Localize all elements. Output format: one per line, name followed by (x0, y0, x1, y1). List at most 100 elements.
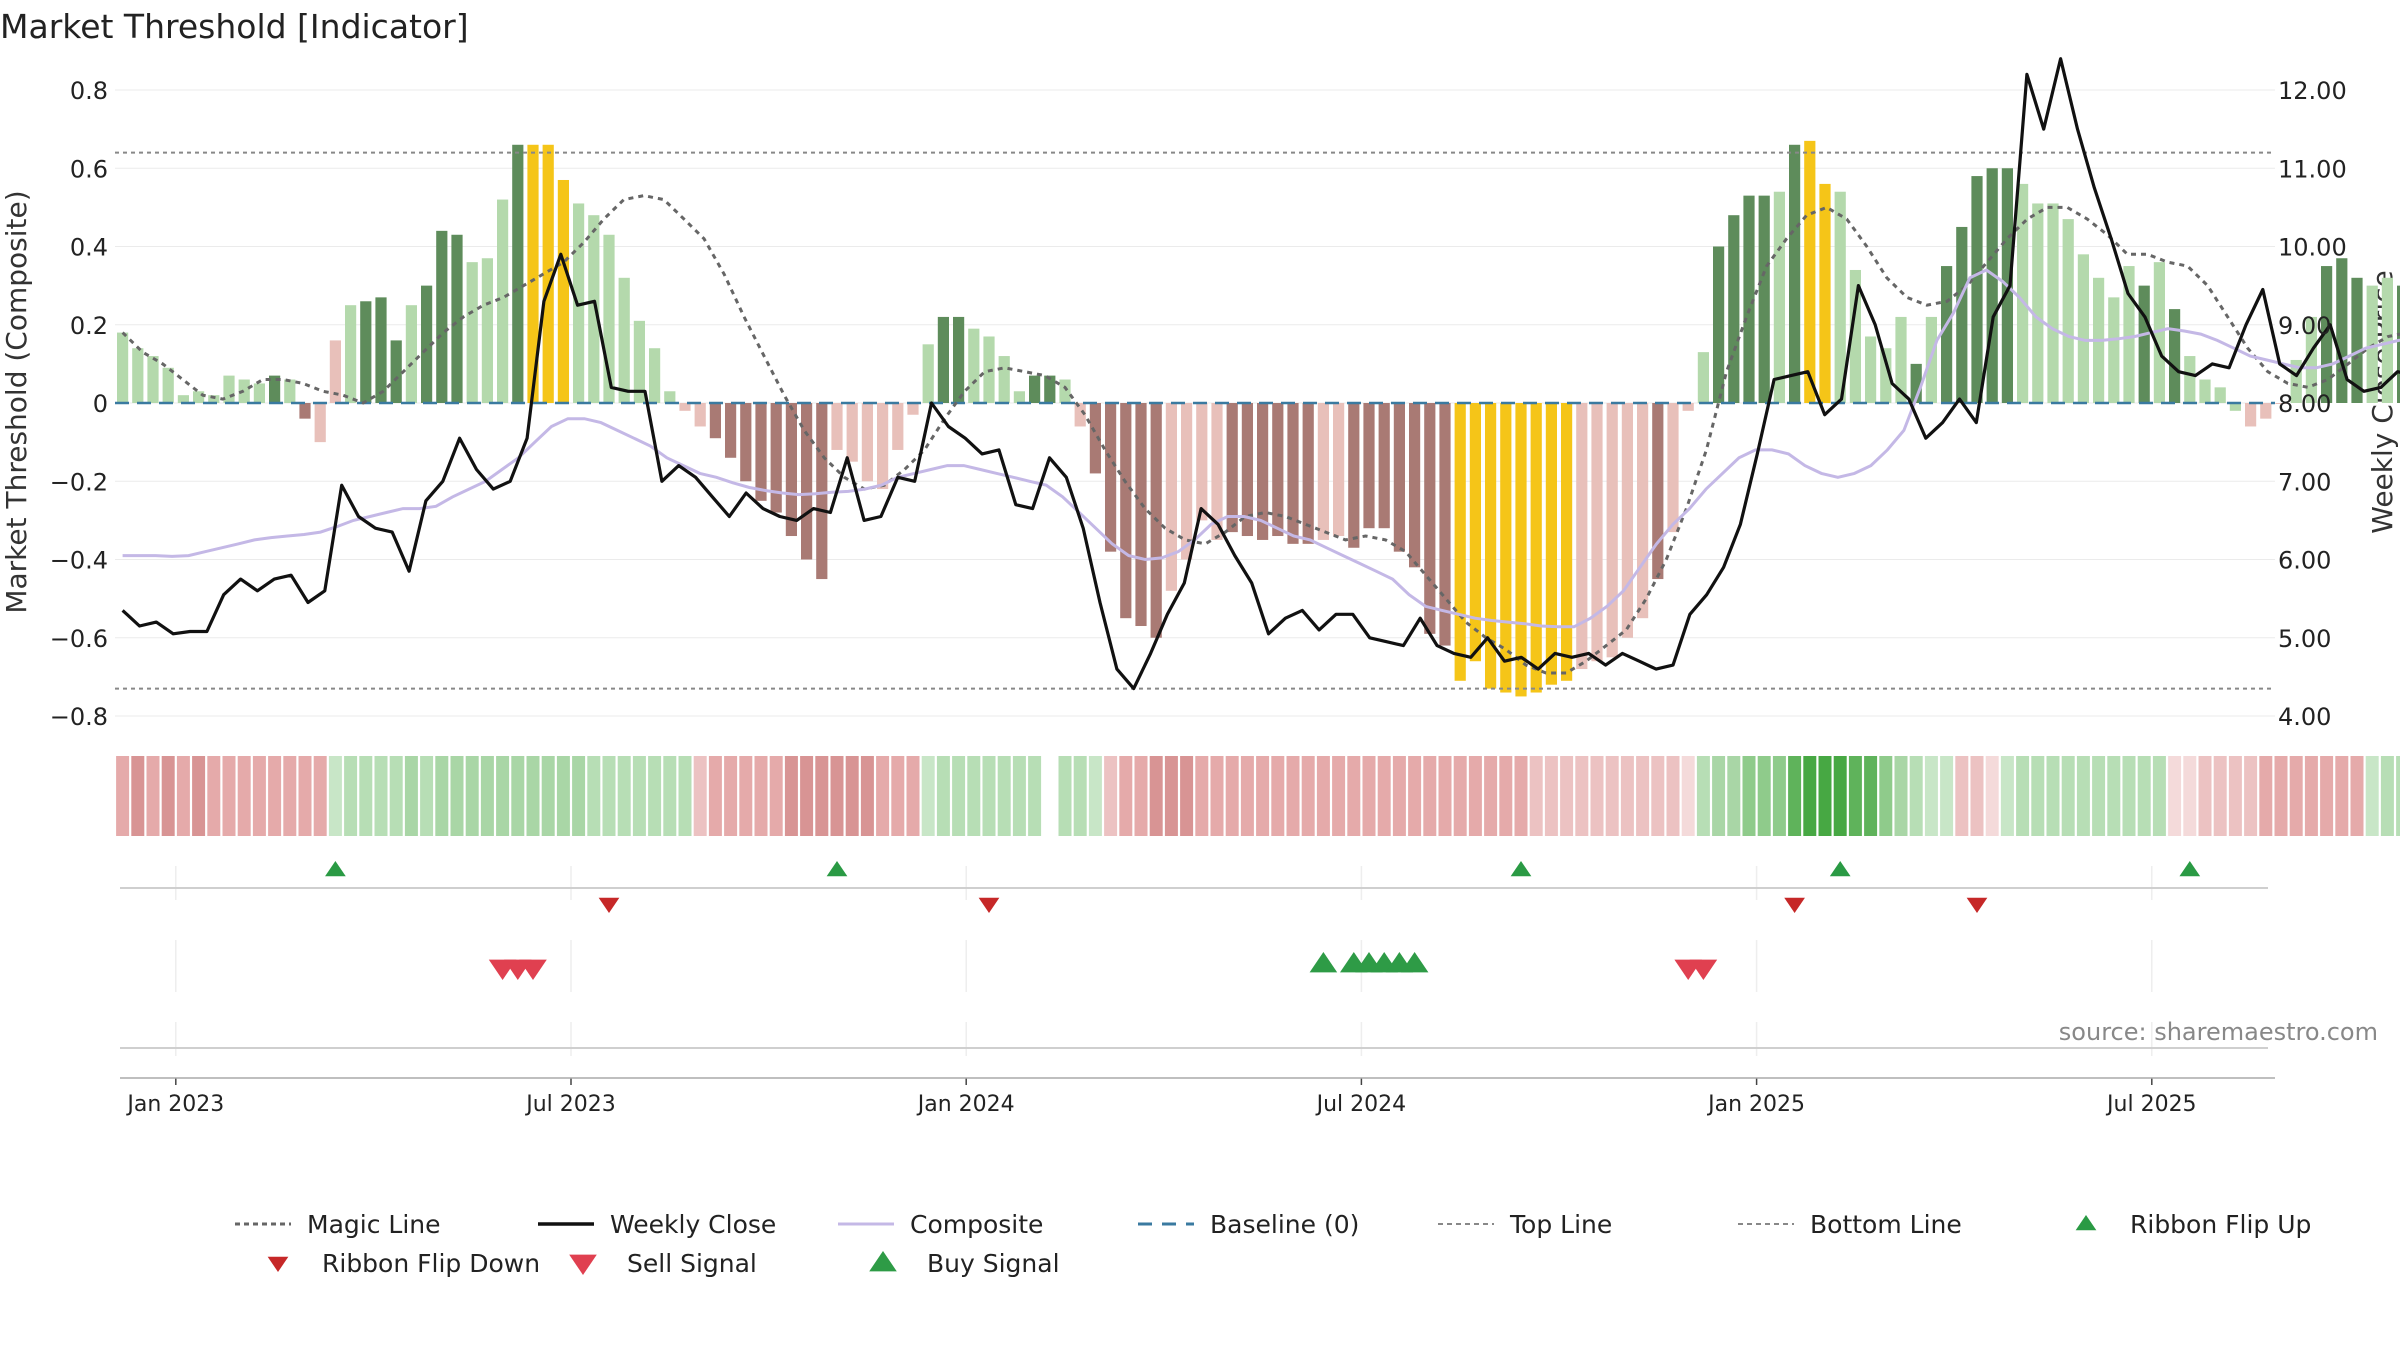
y-tick-label-right: 7.00 (2278, 468, 2331, 496)
ribbon-cell (1210, 756, 1224, 836)
ribbon-cell (541, 756, 555, 836)
legend-label: Magic Line (307, 1210, 441, 1239)
legend-item: Top Line (1438, 1210, 1612, 1239)
y-tick-label-left: 0.6 (70, 155, 108, 183)
ribbon-cell (982, 756, 996, 836)
ribbon-cell (298, 756, 312, 836)
composite-bar (770, 403, 782, 513)
composite-bar (633, 320, 645, 403)
y-tick-label-right: 9.00 (2278, 312, 2331, 340)
ribbon-cell (1544, 756, 1558, 836)
ribbon-cell (1636, 756, 1650, 836)
legend-item: Bottom Line (1738, 1210, 1962, 1239)
composite-bar (816, 403, 828, 580)
ribbon-cell (800, 756, 814, 836)
ribbon-cell (1316, 756, 1330, 836)
ribbon-cell (131, 756, 145, 836)
ribbon-cell (1423, 756, 1437, 836)
ribbon-cell (2320, 756, 2334, 836)
composite-bar (329, 340, 341, 403)
composite-bar (1348, 403, 1360, 548)
x-tick-label: Jul 2025 (2105, 1092, 2197, 1117)
composite-bar (481, 258, 493, 403)
composite-bar (1652, 403, 1664, 580)
ribbon-cell (952, 756, 966, 836)
ribbon-cell (1484, 756, 1498, 836)
ribbon-cell (2016, 756, 2030, 836)
composite-bar (1834, 191, 1846, 403)
sell-signal-marker (519, 959, 547, 980)
ribbon-cell (1301, 756, 1315, 836)
composite-bar (1637, 403, 1649, 619)
composite-bar (831, 403, 843, 450)
y-tick-label-left: 0.8 (70, 77, 108, 105)
composite-bar (603, 234, 615, 403)
composite-bar (269, 375, 281, 403)
composite-bar (2169, 309, 2181, 403)
composite-bar (1454, 403, 1466, 681)
ribbon-cell (1727, 756, 1741, 836)
legend-swatch (569, 1254, 597, 1275)
composite-bar (1165, 403, 1177, 591)
ribbon-cell (2107, 756, 2121, 836)
ribbon-cell (1955, 756, 1969, 836)
ribbon-cell (724, 756, 738, 836)
ribbon-cell (1453, 756, 1467, 836)
composite-bar (877, 403, 889, 490)
composite-bar (360, 301, 372, 403)
composite-bar (2245, 403, 2257, 427)
ribbon-cell (1104, 756, 1118, 836)
composite-bar (2108, 297, 2120, 403)
composite-bar (2275, 403, 2287, 404)
composite-bar (375, 297, 387, 403)
ribbon-cell (997, 756, 1011, 836)
ribbon-flip-up-marker (1510, 861, 1532, 877)
composite-bar (1257, 403, 1269, 540)
ribbon-cell (936, 756, 950, 836)
ribbon-cell (2274, 756, 2288, 836)
legend-item: Buy Signal (869, 1249, 1060, 1278)
ribbon-cell (116, 756, 130, 836)
composite-bar (1697, 352, 1709, 403)
ribbon-cell (404, 756, 418, 836)
composite-bar (1439, 403, 1451, 646)
ribbon-cell (2092, 756, 2106, 836)
composite-bar (1621, 403, 1633, 638)
ribbon-cell (1529, 756, 1543, 836)
ribbon-cell (1924, 756, 1938, 836)
composite-bar (1804, 140, 1816, 404)
y-tick-label-left: −0.2 (50, 468, 108, 496)
ribbon-flip-up-marker (1829, 861, 1851, 877)
ribbon-cell (648, 756, 662, 836)
ribbon-cell (344, 756, 358, 836)
composite-bar (846, 403, 858, 462)
x-tick-label: Jan 2025 (1706, 1092, 1805, 1117)
sell-signal-marker (1689, 959, 1718, 980)
composite-bar (2062, 219, 2074, 403)
ribbon-cell (146, 756, 160, 836)
composite-bar (2123, 266, 2135, 403)
composite-bar (557, 179, 569, 403)
ribbon-cell (1347, 756, 1361, 836)
composite-bar (785, 403, 797, 537)
source-text: source: sharemaestro.com (2059, 1018, 2378, 1046)
composite-bar (405, 305, 417, 403)
ribbon-cell (1073, 756, 1087, 836)
ribbon-cell (1119, 756, 1133, 836)
composite-bar (2214, 387, 2226, 403)
ribbon-cell (1560, 756, 1574, 836)
ribbon-cell (1666, 756, 1680, 836)
ribbon-cell (1940, 756, 1954, 836)
ribbon-cell (1803, 756, 1817, 836)
composite-bar (2260, 403, 2272, 419)
composite-bar (1272, 403, 1284, 537)
ribbon-cell (2259, 756, 2273, 836)
composite-bar (208, 395, 220, 403)
legend-item: Weekly Close (538, 1210, 776, 1239)
ribbon-cell (876, 756, 890, 836)
composite-bar (2381, 277, 2393, 403)
composite-bar (968, 328, 980, 403)
composite-bar (1409, 403, 1421, 568)
ribbon-cell (237, 756, 251, 836)
